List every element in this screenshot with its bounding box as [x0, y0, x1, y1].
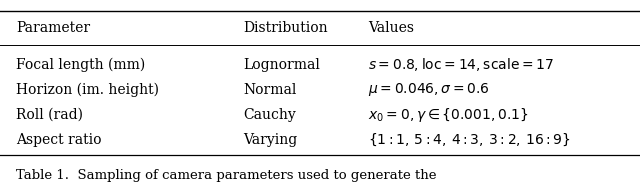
Text: Table 1.  Sampling of camera parameters used to generate the: Table 1. Sampling of camera parameters u… — [16, 169, 436, 182]
Text: $s = 0.8, \mathrm{loc} = 14, \mathrm{scale} = 17$: $s = 0.8, \mathrm{loc} = 14, \mathrm{sca… — [368, 56, 554, 73]
Text: $\{1{:}1,\, 5{:}4,\, 4{:}3,\, 3{:}2,\, 16{:}9\}$: $\{1{:}1,\, 5{:}4,\, 4{:}3,\, 3{:}2,\, 1… — [368, 132, 570, 148]
Text: Cauchy: Cauchy — [243, 108, 296, 122]
Text: Varying: Varying — [243, 133, 298, 147]
Text: Values: Values — [368, 21, 414, 35]
Text: Focal length (mm): Focal length (mm) — [16, 58, 145, 72]
Text: Lognormal: Lognormal — [243, 58, 320, 72]
Text: Distribution: Distribution — [243, 21, 328, 35]
Text: $\mu = 0.046, \sigma = 0.6$: $\mu = 0.046, \sigma = 0.6$ — [368, 81, 490, 98]
Text: $x_0 = 0, \gamma \in \{0.001, 0.1\}$: $x_0 = 0, \gamma \in \{0.001, 0.1\}$ — [368, 106, 529, 124]
Text: Roll (rad): Roll (rad) — [16, 108, 83, 122]
Text: Aspect ratio: Aspect ratio — [16, 133, 102, 147]
Text: Normal: Normal — [243, 83, 296, 97]
Text: Parameter: Parameter — [16, 21, 90, 35]
Text: Horizon (im. height): Horizon (im. height) — [16, 83, 159, 97]
